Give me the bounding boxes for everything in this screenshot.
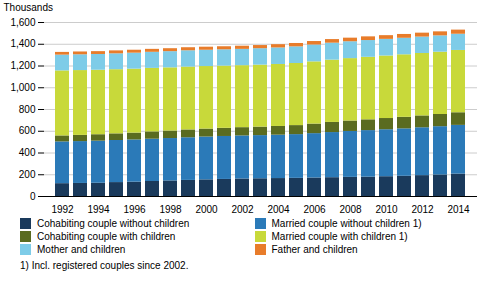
svg-text:2008: 2008 xyxy=(339,204,362,215)
html-text:Mother and children: Mother and children xyxy=(37,244,126,255)
svg-text:1,200: 1,200 xyxy=(10,60,35,71)
html-text:Father and children: Father and children xyxy=(271,244,358,255)
svg-text:Thousands: Thousands xyxy=(4,2,53,13)
html-text:Married couple without childre: Married couple without children 1) xyxy=(271,218,422,229)
svg-text:1,400: 1,400 xyxy=(10,38,35,49)
html-text:1) Incl. registered couples si: 1) Incl. registered couples since 2002. xyxy=(20,260,189,271)
svg-text:1,000: 1,000 xyxy=(10,82,35,93)
svg-text:1,600: 1,600 xyxy=(10,17,35,28)
svg-text:2012: 2012 xyxy=(411,204,434,215)
svg-text:2014: 2014 xyxy=(447,204,470,215)
html-text:Cohabiting couple without chil: Cohabiting couple without children xyxy=(37,218,190,229)
svg-text:200: 200 xyxy=(19,169,36,180)
svg-text:2010: 2010 xyxy=(375,204,398,215)
svg-text:1994: 1994 xyxy=(87,204,110,215)
svg-text:400: 400 xyxy=(19,147,36,158)
svg-text:1996: 1996 xyxy=(123,204,146,215)
html-text:Cohabiting couple with childre: Cohabiting couple with children xyxy=(37,231,176,242)
html-text:Married couple with children 1: Married couple with children 1) xyxy=(271,231,408,242)
svg-text:800: 800 xyxy=(19,104,36,115)
svg-text:2002: 2002 xyxy=(231,204,254,215)
svg-text:2006: 2006 xyxy=(303,204,326,215)
svg-text:600: 600 xyxy=(19,125,36,136)
svg-text:2004: 2004 xyxy=(267,204,290,215)
svg-text:1992: 1992 xyxy=(51,204,74,215)
svg-text:2000: 2000 xyxy=(195,204,218,215)
svg-text:0: 0 xyxy=(30,191,36,202)
svg-text:1998: 1998 xyxy=(159,204,182,215)
